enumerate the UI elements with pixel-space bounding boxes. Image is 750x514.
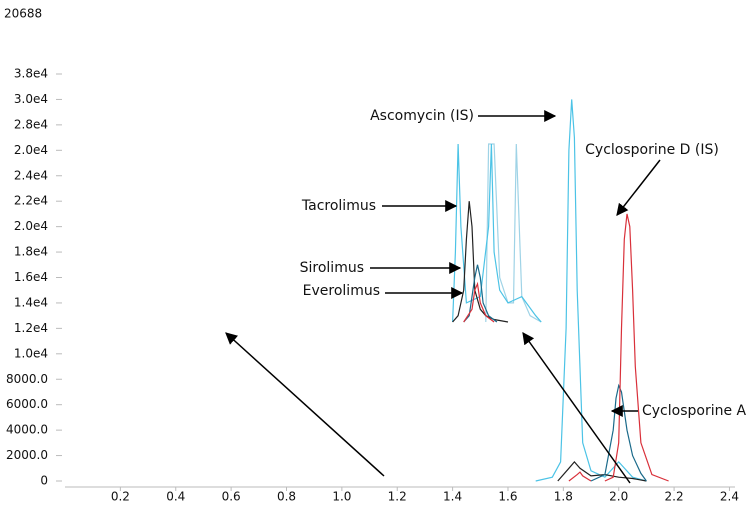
- y-tick-label: 6000.0: [6, 397, 48, 411]
- x-tick-label: 0.6: [222, 490, 241, 504]
- trace: [452, 143, 542, 323]
- y-tick-label: 1.6e4: [14, 270, 48, 284]
- y-tick-label: 2.0e4: [14, 219, 48, 233]
- chart-title: 20688: [4, 7, 42, 21]
- y-tick-label: 1.0e4: [14, 346, 48, 360]
- x-tick-label: 2.4: [720, 490, 739, 504]
- y-tick-label: 8000.0: [6, 372, 48, 386]
- annotation: Everolimus: [303, 283, 380, 299]
- x-tick-label: 1.6: [498, 490, 517, 504]
- y-tick-label: 2.8e4: [14, 117, 48, 131]
- trace: [568, 471, 592, 482]
- y-tick-label: 0: [40, 474, 48, 488]
- y-tick-label: 3.0e4: [14, 92, 48, 106]
- annotation: Sirolimus: [300, 260, 364, 276]
- x-tick-label: 0.2: [111, 490, 130, 504]
- x-tick-label: 0.8: [277, 490, 296, 504]
- annotation: Cyclosporine A: [642, 403, 747, 419]
- y-tick-label: 1.4e4: [14, 295, 48, 309]
- trace: [463, 281, 495, 323]
- x-tick-label: 2.0: [609, 490, 628, 504]
- x-tick-label: 1.0: [332, 490, 351, 504]
- y-tick-label: 4000.0: [6, 423, 48, 437]
- arrow: [616, 159, 661, 216]
- trace: [557, 460, 647, 482]
- y-tick-label: 2.4e4: [14, 168, 48, 182]
- x-tick-label: 1.8: [554, 490, 573, 504]
- y-tick-label: 1.8e4: [14, 245, 48, 259]
- y-tick-label: 2.0e4: [14, 143, 48, 157]
- trace: [463, 264, 498, 323]
- annotations: Ascomycin (IS) Cyclosporine D (IS) Tacro…: [225, 108, 747, 484]
- y-tick-label: 3.8e4: [14, 67, 48, 81]
- arrow: [225, 332, 385, 477]
- trace: [604, 213, 669, 482]
- annotation: Ascomycin (IS): [370, 108, 474, 124]
- y-tick-label: 1.2e4: [14, 321, 48, 335]
- arrow: [522, 332, 631, 484]
- y-tick-label: 2000.0: [6, 448, 48, 462]
- x-tick-label: 1.4: [443, 490, 462, 504]
- y-tick-label: 2.2e4: [14, 194, 48, 208]
- annotation: Tacrolimus: [301, 198, 376, 214]
- plot-area: 0 2000.0 4000.0 6000.0 8000.0 1.0e4 1.2e4 1.4e4…: [6, 67, 739, 504]
- x-tick-label: 1.2: [388, 490, 407, 504]
- x-tick-label: 0.4: [166, 490, 185, 504]
- x-tick-label: 2.2: [665, 490, 684, 504]
- annotation: Cyclosporine D (IS): [585, 142, 719, 158]
